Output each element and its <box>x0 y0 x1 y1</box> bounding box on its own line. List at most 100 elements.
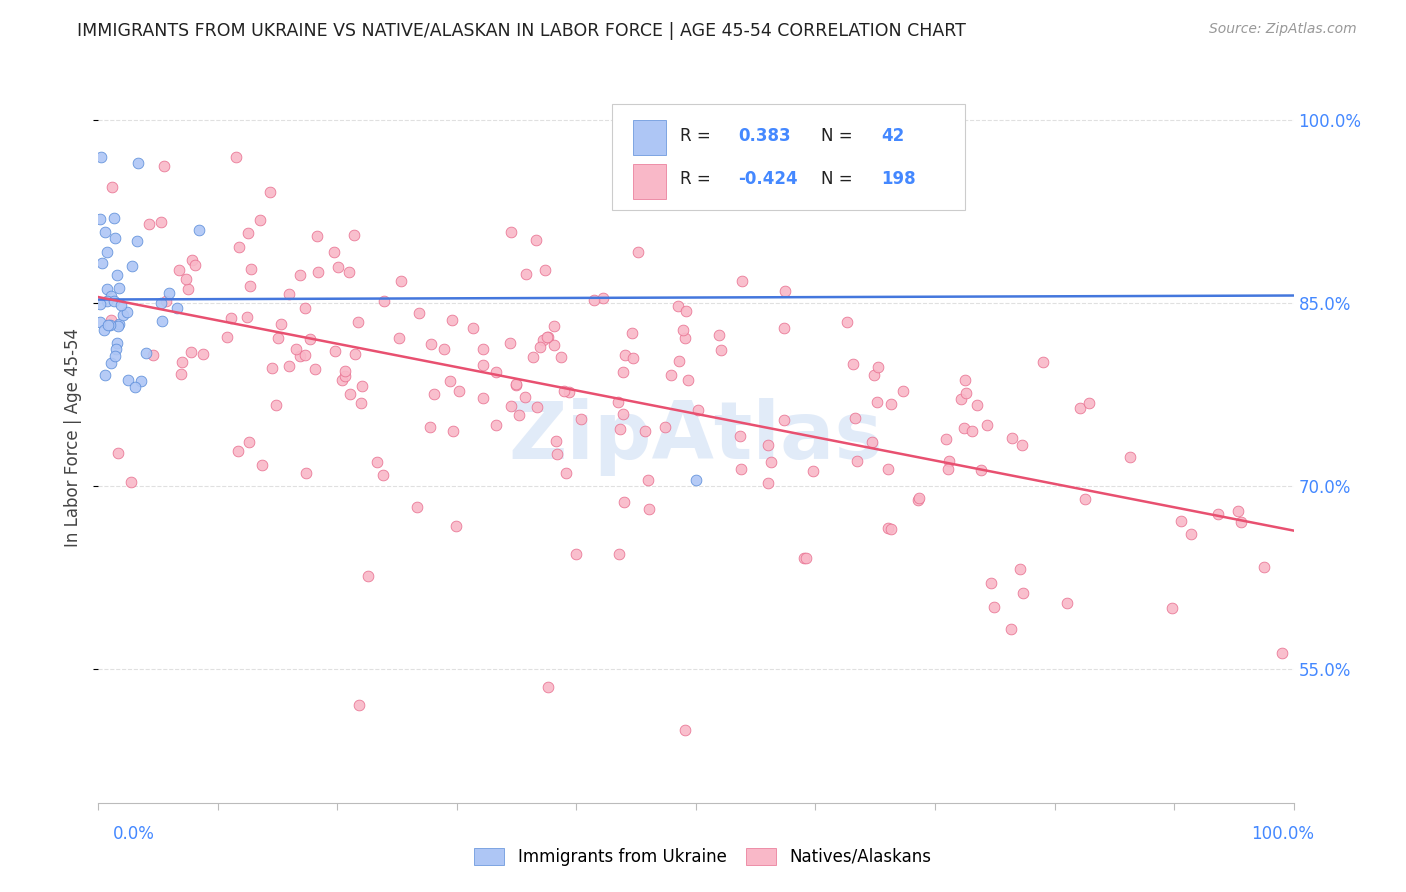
Point <box>592 291 614 305</box>
Point <box>730 274 752 288</box>
Point <box>607 547 630 561</box>
Point <box>730 461 752 475</box>
Point <box>187 223 209 237</box>
Point <box>93 225 115 239</box>
Point <box>107 446 129 460</box>
Point <box>174 272 197 286</box>
Point <box>150 215 173 229</box>
Point <box>627 244 650 259</box>
Point <box>357 569 380 583</box>
Point <box>180 344 202 359</box>
Point <box>526 400 548 414</box>
Point <box>544 434 567 448</box>
Point <box>499 336 522 351</box>
Point <box>191 347 214 361</box>
Point <box>323 343 346 358</box>
Point <box>277 287 299 301</box>
Point <box>756 475 779 490</box>
Point <box>772 413 794 427</box>
Point <box>543 319 565 334</box>
Point <box>96 294 118 309</box>
Point <box>120 475 142 489</box>
Point <box>728 429 751 443</box>
Point <box>472 392 495 406</box>
Point <box>150 296 173 310</box>
Point <box>1000 623 1022 637</box>
Point <box>215 330 238 344</box>
Point <box>1227 504 1250 518</box>
Point <box>150 314 173 328</box>
Point <box>107 317 129 331</box>
Point <box>505 378 527 392</box>
Point <box>441 425 464 439</box>
Point <box>529 340 551 354</box>
Point <box>1056 596 1078 610</box>
Point <box>100 179 122 194</box>
Point <box>1010 562 1032 576</box>
Point <box>332 373 354 387</box>
Text: IMMIGRANTS FROM UKRAINE VS NATIVE/ALASKAN IN LABOR FORCE | AGE 45-54 CORRELATION: IMMIGRANTS FROM UKRAINE VS NATIVE/ALASKA… <box>77 22 966 40</box>
Point <box>267 331 290 345</box>
Point <box>344 347 367 361</box>
Point <box>249 213 271 227</box>
Point <box>422 386 444 401</box>
Point <box>1032 355 1054 369</box>
Point <box>100 313 122 327</box>
Point <box>177 283 200 297</box>
Point <box>877 521 900 535</box>
Point <box>389 274 412 288</box>
Point <box>612 365 634 379</box>
Point <box>536 330 558 344</box>
Point <box>461 320 484 334</box>
Point <box>900 155 922 169</box>
Point <box>238 278 260 293</box>
Point <box>1230 515 1253 529</box>
Point <box>111 308 134 322</box>
Point <box>170 355 193 369</box>
Point <box>142 348 165 362</box>
Point <box>127 155 149 169</box>
Point <box>553 384 575 399</box>
Text: 198: 198 <box>882 170 915 188</box>
Point <box>239 261 262 276</box>
Point <box>759 455 782 469</box>
Point <box>659 368 682 383</box>
Point <box>166 301 188 316</box>
Point <box>801 464 824 478</box>
Point <box>439 374 461 388</box>
Point <box>264 398 287 412</box>
Point <box>100 318 122 332</box>
Point <box>89 211 111 226</box>
Point <box>110 298 132 312</box>
Point <box>1074 491 1097 506</box>
Point <box>290 268 312 282</box>
Point <box>1160 601 1182 615</box>
Point <box>675 304 697 318</box>
Point <box>654 420 676 434</box>
Point <box>534 262 557 277</box>
Point <box>333 364 356 378</box>
Point <box>419 336 441 351</box>
Point <box>433 343 456 357</box>
Point <box>135 346 157 360</box>
Point <box>181 252 204 267</box>
Point <box>976 418 998 433</box>
Point <box>499 225 522 239</box>
Point <box>793 551 815 566</box>
Point <box>794 551 817 566</box>
Point <box>634 424 657 438</box>
Point <box>621 351 644 366</box>
Point <box>524 233 547 247</box>
Point <box>373 467 395 482</box>
Point <box>226 444 249 458</box>
Point <box>980 575 1002 590</box>
Point <box>89 150 111 164</box>
Point <box>260 360 283 375</box>
Point <box>138 217 160 231</box>
Point <box>773 320 796 334</box>
Point <box>107 318 129 333</box>
Point <box>335 369 357 384</box>
Point <box>558 385 581 400</box>
Point <box>339 387 361 401</box>
Point <box>505 377 527 392</box>
